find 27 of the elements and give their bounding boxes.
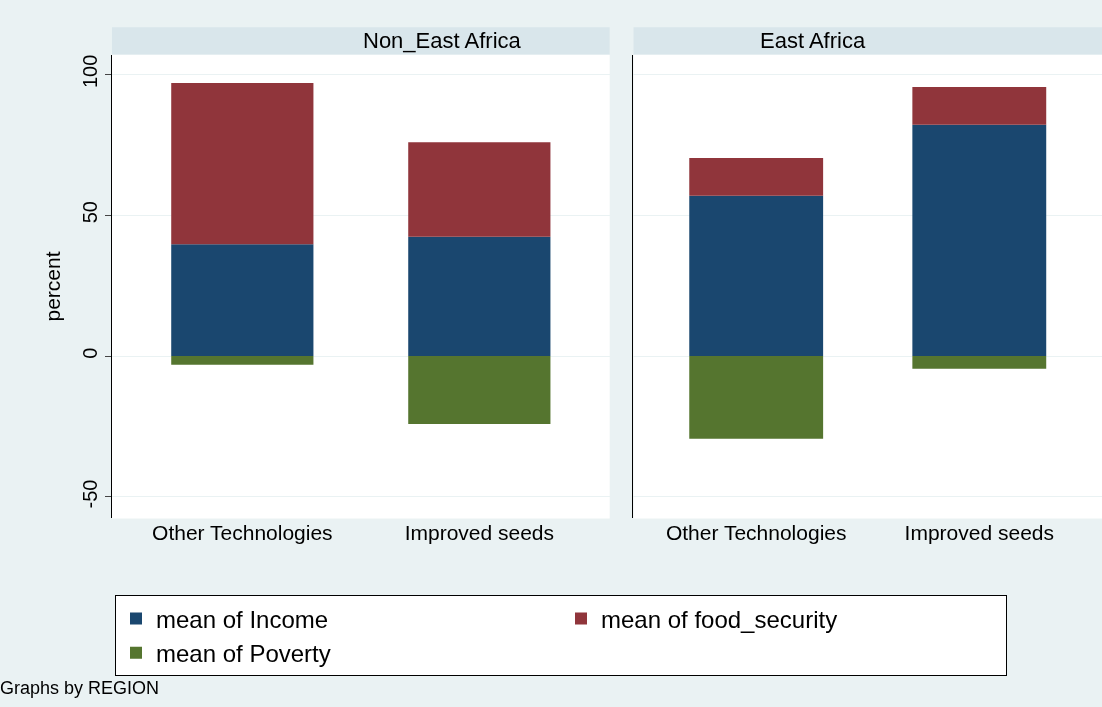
y-axis-title: percent bbox=[41, 251, 65, 322]
bar bbox=[912, 124, 1047, 357]
x-tick-label: Improved seeds bbox=[904, 521, 1054, 545]
bar bbox=[689, 356, 824, 439]
text: Graphs by REGION bbox=[0, 678, 160, 698]
bar bbox=[912, 356, 1047, 369]
bar bbox=[408, 356, 551, 424]
bar bbox=[171, 83, 314, 245]
x-tick-label: Other Technologies bbox=[152, 521, 333, 545]
bar bbox=[689, 195, 824, 357]
x-tick-label: Other Technologies bbox=[665, 521, 847, 545]
y-tick-label: 100 bbox=[78, 54, 101, 89]
x-tick-label: Improved seeds bbox=[404, 521, 555, 545]
bar bbox=[408, 142, 551, 237]
y-tick-label: 50 bbox=[78, 201, 101, 224]
bar bbox=[912, 87, 1047, 125]
y-tick-label: -50 bbox=[78, 479, 101, 509]
bar bbox=[171, 244, 314, 357]
legend-label: mean of Income bbox=[156, 605, 329, 633]
legend-label: mean of Poverty bbox=[156, 640, 331, 668]
bar bbox=[689, 158, 824, 196]
chart-title: East Africa bbox=[760, 28, 866, 53]
bar bbox=[408, 236, 551, 357]
y-tick-label: 0 bbox=[78, 347, 101, 359]
chart-title: Non_East Africa bbox=[363, 28, 522, 53]
bar bbox=[171, 356, 314, 365]
legend-label: mean of food_security bbox=[601, 605, 838, 633]
